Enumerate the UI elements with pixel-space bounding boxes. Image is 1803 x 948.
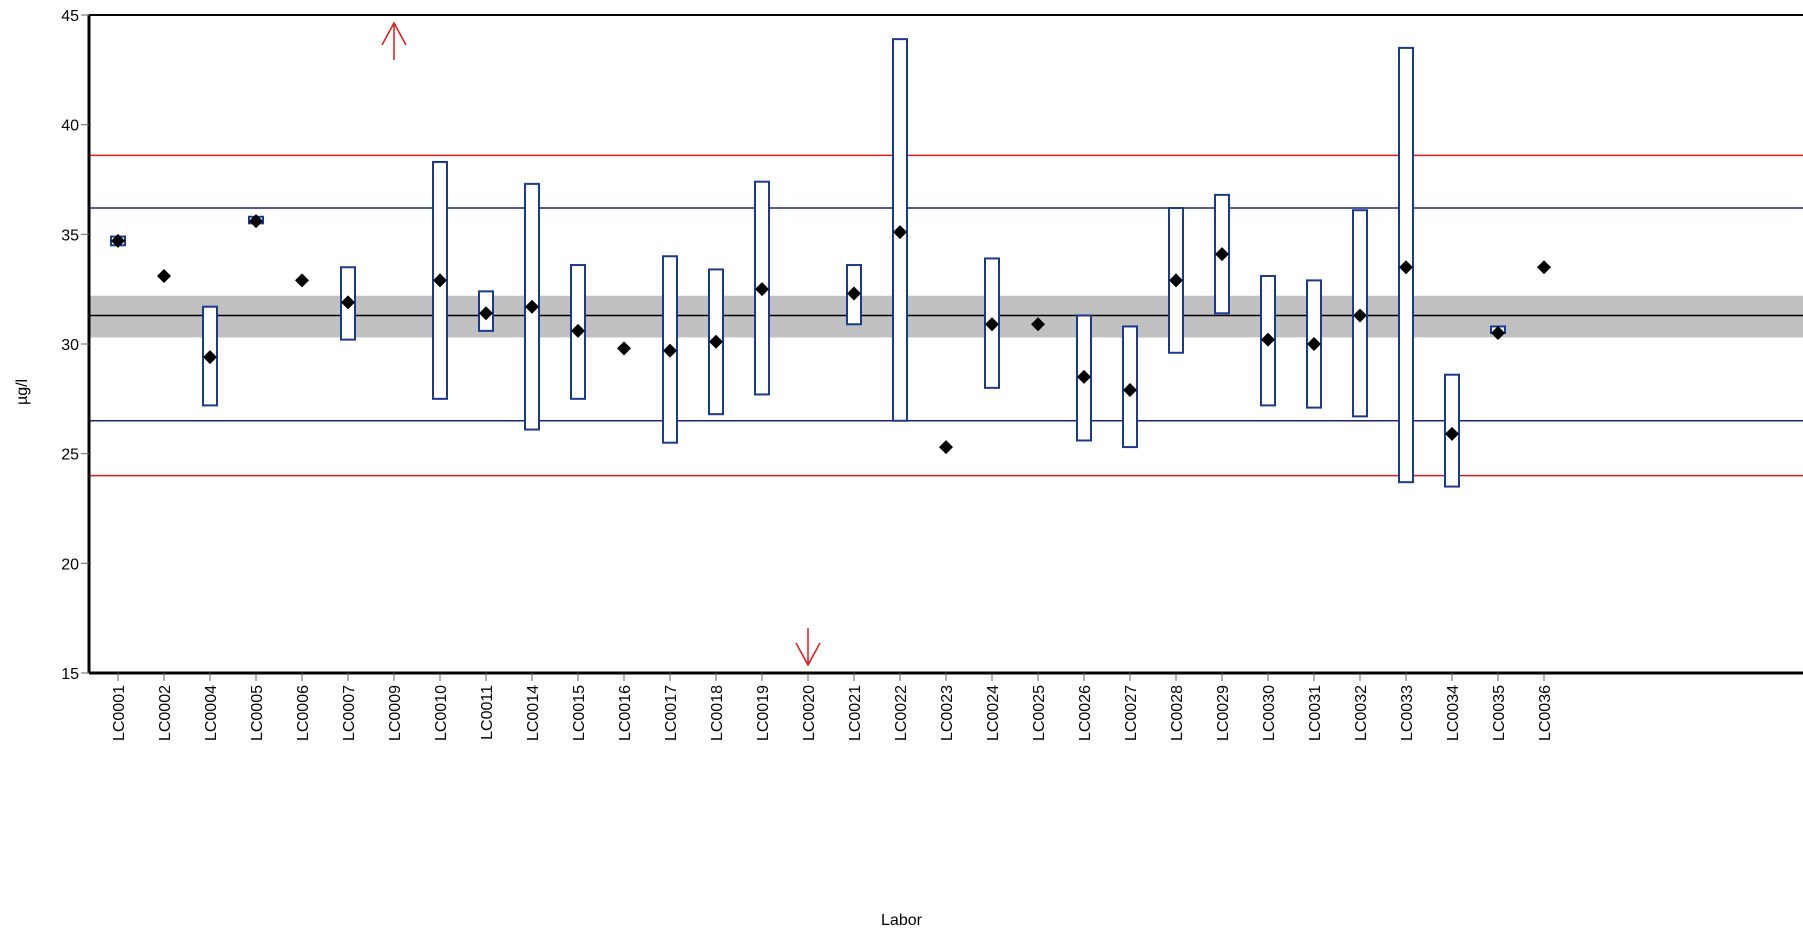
x-tick-label: LC0024 [985,685,1002,741]
x-tick-label: LC0005 [249,685,266,741]
data-point [249,214,263,229]
data-point [479,306,493,321]
data-point [939,440,953,455]
x-tick-label: LC0031 [1307,685,1324,741]
x-tick-label: LC0027 [1123,685,1140,741]
data-point [525,299,539,314]
x-tick-label: LC0014 [525,685,542,741]
x-tick-label: LC0029 [1215,685,1232,741]
data-point [1307,337,1321,351]
out-of-range-arrow-down [795,628,821,667]
x-tick-label: LC0033 [1399,685,1416,741]
data-point [893,225,907,240]
x-tick-label: LC0028 [1169,685,1186,741]
axes-layer [87,14,1803,675]
data-point [755,282,769,297]
data-point [1445,426,1459,441]
x-tick-label: LC0002 [157,685,174,741]
tick-labels-layer: 15 20 25 30 35 40 45 LC0001 LC0002 LC0004 LC0005 LC… [61,8,1554,741]
x-tick-label: LC0019 [755,685,772,741]
x-tick-label: LC0018 [709,685,726,741]
x-tick-label: LC0020 [801,685,818,741]
data-point [1491,326,1505,341]
x-tick-label: LC0001 [111,685,128,741]
x-tick-label: LC0004 [203,685,220,741]
data-point [1031,317,1045,332]
data-point [709,334,723,349]
data-point [663,343,677,358]
out-of-range-arrow-up [381,21,407,60]
out-of-range-arrows-layer [381,21,821,667]
data-point [617,341,631,356]
assigned-value-band [89,295,1803,338]
x-tick-label: LC0030 [1261,685,1278,741]
data-point [847,286,861,301]
assigned-value-band-layer [89,295,1803,338]
reference-lines-layer [89,154,1803,477]
x-tick-label: LC0006 [295,685,312,741]
y-tick-label: 40 [61,118,79,135]
y-tick-label: 45 [61,8,79,25]
data-point [985,317,999,332]
data-point [1215,247,1229,262]
data-point [1123,383,1137,398]
y-tick-label: 20 [61,556,79,573]
x-tick-label: LC0023 [939,685,956,741]
y-tick-label: 35 [61,227,79,244]
x-tick-label: LC0035 [1491,685,1508,741]
data-point [433,273,447,288]
data-point [157,269,171,284]
data-point [1399,260,1413,275]
y-tick-label: 30 [61,337,79,354]
x-tick-label: LC0016 [617,685,634,741]
x-tick-label: LC0036 [1537,685,1554,741]
y-axis-title: µg/l [14,378,31,405]
x-tick-label: LC0025 [1031,685,1048,741]
data-point [1077,369,1091,384]
x-tick-label: LC0011 [479,685,496,740]
x-tick-label: LC0026 [1077,685,1094,741]
x-tick-label: LC0010 [433,685,450,741]
y-tick-label: 15 [61,666,79,683]
data-point [203,350,217,365]
data-point [1353,308,1367,323]
data-point [571,323,585,338]
x-tick-label: LC0022 [893,685,910,741]
data-point [295,273,309,288]
x-tick-label: LC0007 [341,685,358,741]
uncertainty-boxes-layer [110,38,1506,488]
data-point [1261,332,1275,347]
x-tick-label: LC0009 [387,685,404,741]
data-point [1169,273,1183,288]
x-axis-title: Labor [881,912,922,929]
data-point [341,295,355,310]
data-points-layer [111,214,1551,455]
x-tick-label: LC0015 [571,685,588,741]
y-tick-label: 25 [61,447,79,464]
y-axis-title-wrap: µg/l [14,379,34,405]
x-tick-label: LC0032 [1353,685,1370,741]
data-point [111,233,125,248]
x-tick-label: LC0034 [1445,685,1462,741]
x-tick-label: LC0017 [663,685,680,741]
data-point [1537,260,1551,275]
x-tick-label: LC0021 [847,685,864,741]
